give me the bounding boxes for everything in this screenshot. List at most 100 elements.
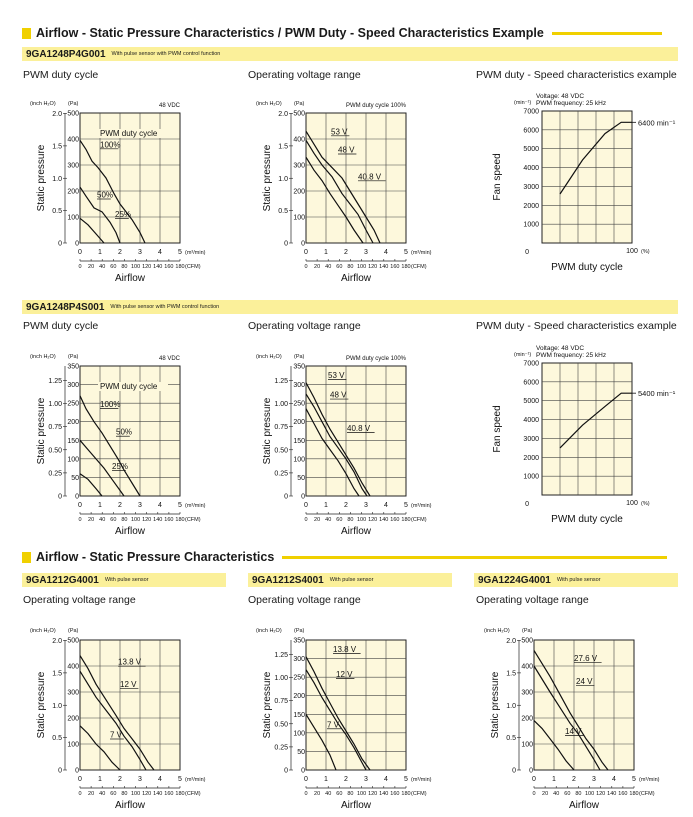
x-tick-label: 1 — [552, 776, 556, 783]
x-tick-label: 1 — [324, 776, 328, 783]
section-header: Airflow - Static Pressure Characteristic… — [22, 548, 668, 566]
x-axis-label: Airflow — [341, 273, 372, 284]
cfm-tick-label: 60 — [110, 517, 116, 523]
pressure-chart: 0 1 2 3 4 5010020030040050000.51.01.52.0(inch… — [256, 101, 432, 284]
y2-tick-label: 0.50 — [274, 721, 288, 728]
y-tick-label: 0 — [301, 768, 305, 775]
x-tick-label: 3 — [364, 502, 368, 509]
cfm-tick-label: 140 — [379, 791, 388, 797]
chart-subtitle: PWM duty - Speed characteristics example — [476, 69, 677, 81]
y2-tick-label: 0 — [512, 768, 516, 775]
series-label: 13.8 V — [333, 645, 357, 654]
x-tick-label: 0 — [525, 249, 529, 256]
y-unit-label: (Pa) — [68, 628, 79, 634]
x-tick-label: 2 — [118, 502, 122, 509]
cfm-tick-label: 160 — [390, 791, 399, 797]
x-axis-label: Airflow — [341, 526, 372, 537]
x-tick-label: 100 — [626, 500, 638, 507]
cfm-tick-label: 120 — [142, 791, 151, 797]
x-tick-label: 1 — [98, 502, 102, 509]
series-label: 40.8 V — [358, 172, 382, 181]
cfm-tick-label: 140 — [379, 264, 388, 270]
x-axis-label: Airflow — [569, 800, 600, 811]
y-tick-label: 200 — [293, 189, 305, 196]
model-bar: 9GA1248P4S001 With pulse sensor with PWM… — [22, 300, 678, 314]
overlay-label: PWM duty cycle — [100, 382, 158, 391]
x-tick-label: 2 — [572, 776, 576, 783]
chart-subtitle: Operating voltage range — [23, 594, 136, 606]
y-tick-label: 300 — [67, 690, 79, 697]
y-tick-label: 200 — [67, 189, 79, 196]
cfm-tick-label: 80 — [121, 517, 127, 523]
series-label: 7 V — [110, 731, 123, 740]
series-label: 12 V — [336, 670, 353, 679]
y-axis-label: Static pressure — [490, 671, 501, 738]
cfm-tick-label: 20 — [542, 791, 548, 797]
x-tick-label: 5 — [178, 249, 182, 256]
chart-note: PWM frequency: 25 kHz — [536, 100, 606, 107]
y2-tick-label: 0 — [58, 241, 62, 248]
cfm-tick-label: 100 — [131, 264, 140, 270]
x-tick-label: 0 — [304, 776, 308, 783]
plot-area — [305, 112, 407, 244]
y-tick-label: 100 — [67, 215, 79, 222]
y2-tick-label: 1.0 — [52, 176, 62, 183]
model-name: 9GA1248P4S001 — [26, 301, 105, 313]
y-tick-label: 300 — [521, 690, 533, 697]
y-tick-label: 300 — [293, 163, 305, 170]
y-tick-label: 2000 — [523, 203, 539, 210]
overlay-label: PWM duty cycle — [100, 129, 158, 138]
y-tick-label: 6000 — [523, 127, 539, 134]
cfm-tick-label: 20 — [314, 264, 320, 270]
cfm-tick-label: 180 — [629, 791, 638, 797]
x-axis-label: Airflow — [115, 800, 146, 811]
section-rule — [551, 31, 662, 35]
y-tick-label: 400 — [521, 664, 533, 671]
series-label: 13.8 V — [118, 658, 142, 667]
y-tick-label: 300 — [67, 163, 79, 170]
y2-tick-label: 1.25 — [48, 378, 62, 385]
y2-tick-label: 1.25 — [274, 652, 288, 659]
plot-area — [533, 639, 635, 771]
chart-note: PWM duty cycle 100% — [346, 356, 407, 362]
cfm-tick-label: 140 — [607, 791, 616, 797]
cfm-tick-label: 20 — [88, 264, 94, 270]
y2-tick-label: 0.75 — [274, 698, 288, 705]
x-tick-label: 5 — [632, 776, 636, 783]
y2-tick-label: 1.25 — [274, 378, 288, 385]
x-axis-label: Airflow — [115, 273, 146, 284]
x-tick-label: 4 — [384, 502, 388, 509]
chart-subtitle: Operating voltage range — [248, 320, 361, 332]
model-note: With pulse sensor with PWM control funct… — [111, 51, 221, 57]
y-unit-label: (Pa) — [68, 354, 79, 360]
cfm-tick-label: 80 — [121, 264, 127, 270]
cfm-unit-label: (CFM) — [411, 517, 427, 523]
y2-tick-label: 0.25 — [48, 470, 62, 477]
y2-tick-label: 0.75 — [48, 424, 62, 431]
cfm-tick-label: 180 — [401, 264, 410, 270]
series-label: 25% — [115, 210, 131, 219]
cfm-tick-label: 140 — [153, 791, 162, 797]
y-tick-label: 200 — [521, 716, 533, 723]
section-marker-icon — [22, 27, 31, 39]
series-line — [79, 395, 141, 497]
series-line — [305, 156, 364, 244]
cfm-tick-label: 160 — [390, 264, 399, 270]
y-tick-label: 250 — [67, 401, 79, 408]
y2-tick-label: 1.00 — [274, 675, 288, 682]
y-tick-label: 400 — [67, 664, 79, 671]
cfm-tick-label: 40 — [325, 791, 331, 797]
cfm-tick-label: 0 — [304, 791, 307, 797]
series-line — [79, 473, 103, 497]
cfm-tick-label: 140 — [379, 517, 388, 523]
y-unit-label: (inch H₂O) — [30, 628, 56, 634]
x-tick-label: 0 — [78, 776, 82, 783]
chart-subtitle: PWM duty cycle — [23, 69, 99, 81]
y-tick-label: 1000 — [523, 222, 539, 229]
cfm-tick-label: 60 — [564, 791, 570, 797]
y-tick-label: 200 — [293, 419, 305, 426]
model-bar: 9GA1248P4G001 With pulse sensor with PWM… — [22, 47, 678, 61]
section-title: Airflow - Static Pressure Characteristic… — [36, 550, 275, 564]
x-unit-label: (m³/min) — [411, 777, 432, 783]
x-tick-label: 5 — [404, 249, 408, 256]
